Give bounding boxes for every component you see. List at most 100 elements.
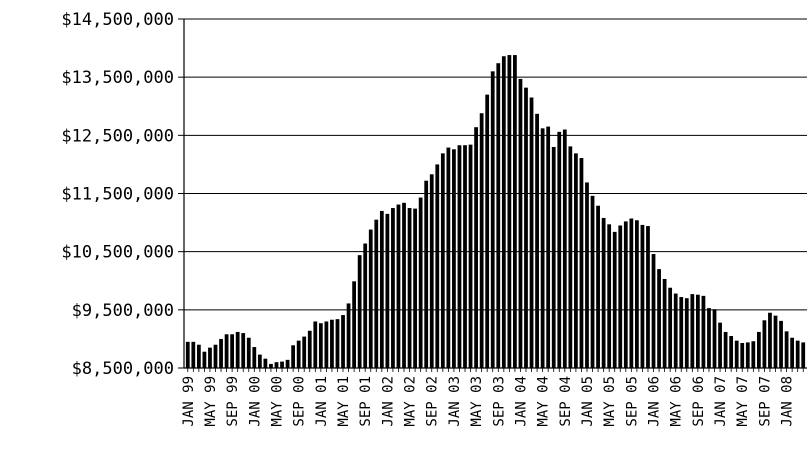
bar [501,56,506,368]
bar [629,218,634,368]
bar [618,225,623,368]
bar [590,195,595,368]
bar [474,127,478,368]
bar [612,231,617,368]
bar [307,330,312,368]
bar [490,71,495,368]
bar [751,341,756,368]
bar [452,149,456,368]
bar [601,217,606,368]
bar [435,164,440,368]
bar [224,334,229,368]
bar [396,204,401,368]
bar [662,279,667,368]
bar [695,294,700,368]
x-tick-label: MAY 03 [469,376,485,427]
bar [246,337,251,368]
gridlines [184,18,807,311]
x-tick-label: SEP 05 [624,376,640,427]
bar [540,128,545,368]
bar [707,308,711,368]
x-tick-label: MAY 02 [403,376,419,427]
x-tick-label: MAY 06 [669,376,685,427]
bar [518,78,523,368]
bar [790,337,795,368]
bar [407,208,412,368]
bar [640,224,645,368]
bar [196,344,201,368]
bar [684,298,689,368]
bar [230,334,235,368]
bar [690,294,695,368]
bar [646,226,650,368]
x-tick-label: MAY 01 [336,376,352,427]
bar [679,297,684,368]
bar [330,319,334,368]
bar [524,87,528,368]
x-tick-label: MAY 04 [536,376,552,427]
bar [235,331,240,368]
bar [296,340,301,368]
bar [701,295,706,368]
bar [457,145,462,368]
bar [391,208,395,368]
bar [313,321,318,368]
bar [507,55,512,369]
y-tick-labels: $8,500,000 $9,500,000 $10,500,000 $11,500,0… [61,10,184,379]
x-tick-label: JAN 08 [780,376,796,427]
x-tick-label: SEP 01 [358,376,374,427]
x-tick-label: SEP 03 [491,376,507,427]
bar [535,113,539,368]
bar [607,224,612,368]
bar [668,287,673,368]
x-tick-label: MAY 99 [203,376,219,427]
bar [596,205,600,368]
x-tick-label: SEP 00 [292,376,308,427]
bar [568,146,573,368]
bar [385,213,390,368]
bar [202,351,207,368]
bar [718,322,722,368]
y-tick-label: $9,500,000 [72,301,174,321]
bar [734,340,739,368]
bar [756,331,761,368]
bar [651,253,656,368]
bar [801,342,806,368]
bar [745,342,750,368]
bar [274,362,279,368]
bar [657,269,661,368]
bar [673,293,678,368]
y-tick-label: $14,500,000 [61,10,174,30]
bar [219,338,223,368]
y-tick-label: $11,500,000 [61,185,174,205]
bar [263,358,268,368]
y-tick-label: $8,500,000 [72,359,174,379]
x-tick-label: SEP 02 [425,376,441,427]
bar [762,320,767,368]
x-tick-label: JAN 00 [247,376,263,427]
bar [257,354,262,368]
bar-series [185,55,806,369]
bar [635,220,639,368]
bar [485,94,490,369]
bar [740,342,745,368]
x-tick-label: JAN 04 [513,376,529,427]
bar [324,321,329,368]
x-tick-labels: JAN 99 MAY 99 SEP 99 JAN 00 MAY 00 SEP 00 JAN … [181,368,804,427]
bar [213,344,218,368]
bar [241,333,246,368]
bar [773,315,778,368]
bar [363,243,368,368]
x-tick-label: MAY 00 [269,376,285,427]
bar [302,336,307,368]
x-tick-label: JAN 99 [181,376,197,427]
bar [440,153,445,368]
bar [463,145,467,368]
bar [784,331,789,368]
x-tick-label: SEP 07 [757,376,773,427]
bar [418,197,423,368]
x-tick-label: JAN 02 [380,376,396,427]
bar [402,202,406,368]
bar [269,363,273,368]
bar [318,323,323,368]
